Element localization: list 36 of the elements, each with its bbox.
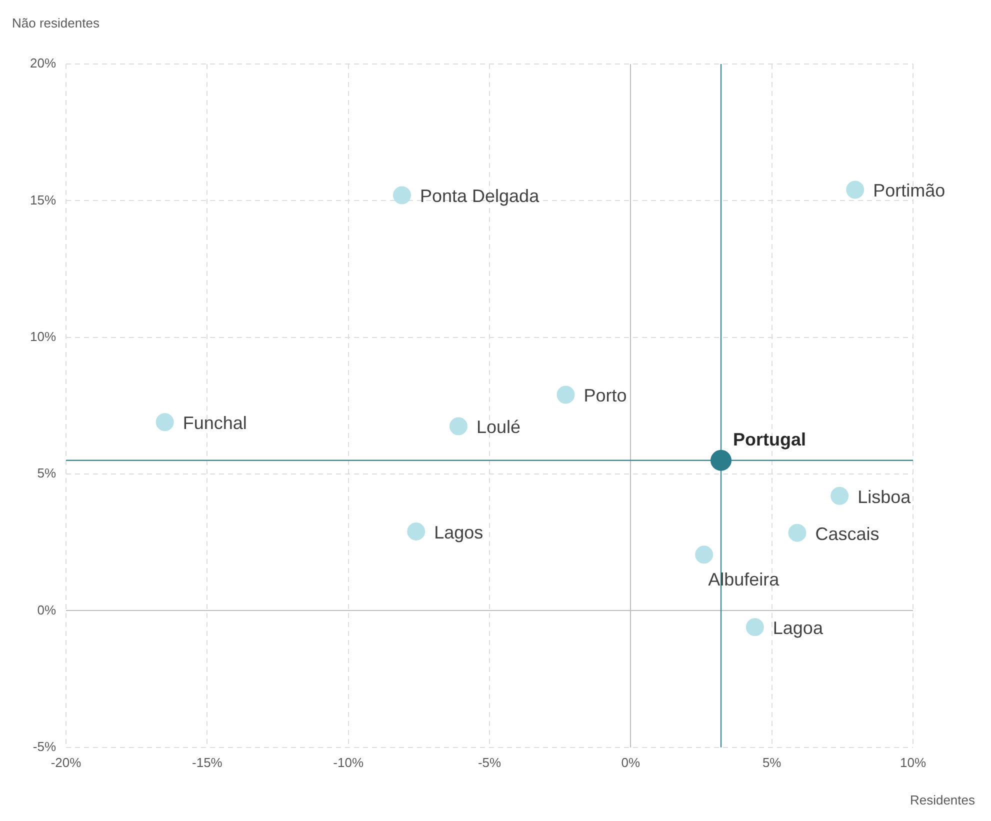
- annotation: Lisboa: [858, 486, 912, 507]
- x-tick-label: 0%: [621, 754, 641, 770]
- y-tick-label: 0%: [37, 602, 56, 618]
- point: [710, 450, 732, 471]
- x-axis-title: Residentes: [910, 792, 976, 808]
- point: [830, 486, 849, 505]
- annotation: Lagos: [434, 522, 484, 542]
- annotation: Loulé: [476, 417, 520, 438]
- x-tick-label: -20%: [50, 754, 82, 770]
- x-tick-label: -10%: [333, 754, 364, 770]
- x-tick-label: 5%: [762, 754, 782, 770]
- point: [788, 524, 806, 542]
- annotation: Funchal: [182, 413, 247, 434]
- annotation: Ponta Delgada: [420, 186, 540, 206]
- annotation: Lagoa: [772, 618, 824, 638]
- point: [695, 546, 714, 564]
- point: [449, 417, 468, 436]
- point: [556, 386, 575, 404]
- x-tick-label: -5%: [478, 754, 502, 770]
- point: [156, 413, 174, 432]
- y-tick-label: 10%: [30, 328, 56, 344]
- x-tick-label: -15%: [192, 754, 223, 770]
- x-tick-label: 10%: [900, 754, 926, 770]
- point: [392, 186, 411, 204]
- annotation: Cascais: [815, 524, 880, 544]
- point: [407, 522, 426, 540]
- y-tick-label: -5%: [32, 738, 56, 754]
- y-axis-title: Não residentes: [12, 16, 100, 31]
- point: [746, 618, 764, 636]
- point: [846, 180, 864, 199]
- annotation: Porto: [584, 386, 627, 406]
- annotation: Portimão: [873, 180, 946, 201]
- y-tick-label: 5%: [37, 466, 56, 481]
- series-label: Portugal: [733, 429, 806, 450]
- y-tick-label: 15%: [30, 192, 56, 208]
- y-tick-label: 20%: [30, 56, 56, 71]
